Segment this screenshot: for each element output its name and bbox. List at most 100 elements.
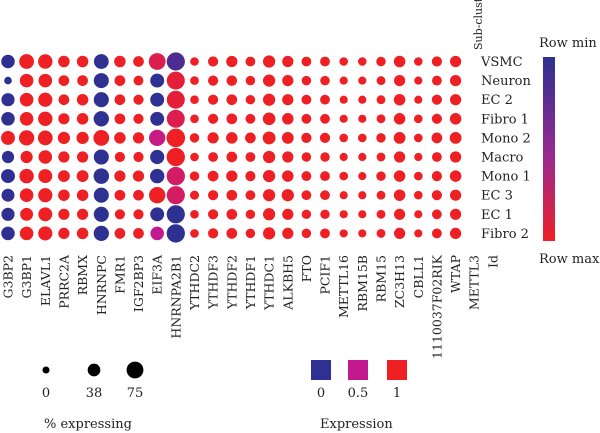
dot-wtap-ec-3 xyxy=(450,189,462,201)
dot-ythdf1-ec-2 xyxy=(245,94,256,105)
size-legend: % expressing 0 38 75 xyxy=(42,361,144,432)
dot-mettl16-fibro-2 xyxy=(339,229,348,238)
dot-g3bp1-mono-1 xyxy=(19,168,34,184)
dot-fmr1-ec-3 xyxy=(114,189,126,201)
dot-cbll1-macro xyxy=(414,152,423,162)
dot-g3bp2-macro xyxy=(1,150,15,164)
dot-zc3h13-mono-2 xyxy=(393,132,406,144)
dot-ythdf1-vsmc xyxy=(245,56,256,67)
dot-zc3h13-fibro-2 xyxy=(394,227,406,239)
color-legend-label-0.5: 0.5 xyxy=(348,386,369,401)
dot-elavl1-fibro-1 xyxy=(38,111,53,127)
dot-igf2bp3-macro xyxy=(133,151,144,163)
dot-rbm15b-fibro-1 xyxy=(358,114,367,123)
dot-g3bp2-fibro-1 xyxy=(1,112,15,126)
dot-elavl1-mono-2 xyxy=(37,130,53,146)
dot-rbmx-vsmc xyxy=(76,55,89,68)
dot-cbll1-fibro-1 xyxy=(413,114,423,124)
dot-rbm15-mono-1 xyxy=(376,171,386,181)
dot-mettl16-ec-2 xyxy=(339,95,348,104)
dot-hnrnpc-ec-1 xyxy=(93,206,109,222)
dot-eif3a-ec-2 xyxy=(150,92,165,107)
dot-g3bp1-fibro-2 xyxy=(19,226,34,241)
color-legend: Expression 0 0.5 1 xyxy=(311,360,407,432)
color-legend-swatch-0 xyxy=(311,360,331,380)
dot-prrc2a-mono-2 xyxy=(57,131,71,145)
dot-alkbh5-ec-2 xyxy=(282,94,294,106)
gene-label-rbmx: RBMX xyxy=(75,255,90,295)
dot-ythdf3-mono-2 xyxy=(207,132,219,144)
dot-wtap-neuron xyxy=(450,75,462,87)
dot-ythdc2-ec-2 xyxy=(190,95,199,105)
dot-pcif1-mono-1 xyxy=(320,171,330,182)
dot-mettl16-ec-3 xyxy=(339,191,348,200)
dot-1110037f02rik-macro xyxy=(431,152,442,162)
gene-label-zc3h13: ZC3H13 xyxy=(392,255,407,308)
dot-ythdf1-ec-1 xyxy=(245,209,256,220)
dot-ythdf3-fibro-2 xyxy=(208,228,219,239)
dot-prrc2a-fibro-2 xyxy=(58,227,70,239)
dot-mettl16-mono-2 xyxy=(339,133,349,143)
dot-cbll1-ec-3 xyxy=(413,190,423,200)
gene-label-prrc2a: PRRC2A xyxy=(56,254,71,309)
dot-fto-mono-2 xyxy=(301,132,312,143)
dot-ythdc1-vsmc xyxy=(262,55,276,68)
gene-label-id: Id xyxy=(485,255,500,268)
dot-rbm15-mono-2 xyxy=(376,133,386,143)
dot-prrc2a-ec-2 xyxy=(58,94,70,106)
colorbar: Row min Row max xyxy=(539,36,600,267)
dot-ythdf3-fibro-1 xyxy=(208,113,219,124)
gene-label-fto: FTO xyxy=(299,255,314,282)
dot-rbm15-macro xyxy=(376,152,386,162)
cluster-label-neuron: Neuron xyxy=(481,74,531,89)
gene-label-1110037f02rik: 1110037F02RIK xyxy=(429,254,444,359)
dot-eif3a-mono-1 xyxy=(150,168,165,184)
gene-labels: G3BP2 G3BP1 ELAVL1 PRRC2A RBMX HNRNPC FMR1 IGF2… xyxy=(1,254,501,359)
dot-1110037f02rik-ec-2 xyxy=(431,94,442,105)
dot-1110037f02rik-mono-2 xyxy=(431,132,443,144)
dot-fto-ec-2 xyxy=(301,94,312,105)
dot-fmr1-neuron xyxy=(114,75,126,86)
dot-rbm15-ec-2 xyxy=(376,95,386,105)
dot-elavl1-macro xyxy=(38,150,53,164)
gene-label-mettl16: METTL16 xyxy=(336,255,351,318)
dot-elavl1-ec-2 xyxy=(38,92,53,107)
dot-fto-ec-3 xyxy=(301,190,312,201)
dot-wtap-fibro-2 xyxy=(450,227,462,239)
dot-zc3h13-ec-1 xyxy=(394,208,406,220)
dot-ythdf3-mono-1 xyxy=(207,170,219,182)
gene-label-elavl1: ELAVL1 xyxy=(38,255,53,306)
dot-prrc2a-vsmc xyxy=(58,55,70,68)
dot-prrc2a-mono-1 xyxy=(58,170,70,183)
dot-hnrnpc-ec-3 xyxy=(93,187,109,203)
colorbar-min-label: Row min xyxy=(539,36,597,51)
dot-ythdc2-mono-1 xyxy=(189,171,200,181)
dot-g3bp1-ec-3 xyxy=(19,188,34,202)
dot-wtap-fibro-1 xyxy=(449,113,462,125)
dot-ythdc1-ec-1 xyxy=(262,208,276,221)
dot-g3bp2-vsmc xyxy=(1,54,15,69)
dot-ythdf2-fibro-2 xyxy=(226,228,238,239)
gene-label-cbll1: CBLL1 xyxy=(411,255,426,298)
size-legend-title: % expressing xyxy=(44,417,132,432)
dot-hnrnpa2b1-ec-2 xyxy=(166,90,185,109)
dot-wtap-macro xyxy=(450,151,462,163)
dot-igf2bp3-neuron xyxy=(133,75,144,86)
dot-rbmx-fibro-2 xyxy=(76,227,89,240)
gene-label-ythdc2: YTHDC2 xyxy=(187,255,202,311)
dot-pcif1-ec-2 xyxy=(320,94,330,105)
cluster-labels: VSMC Neuron EC 2 Fibro 1 Mono 2 Macro Mono 1 EC… xyxy=(480,55,531,242)
dot-hnrnpa2b1-mono-1 xyxy=(166,166,185,186)
dot-rbmx-neuron xyxy=(77,75,88,86)
dot-g3bp2-neuron xyxy=(4,76,12,85)
dot-elavl1-ec-1 xyxy=(38,207,53,222)
gene-label-rbm15b: RBM15B xyxy=(355,255,370,312)
dot-rbm15-fibro-2 xyxy=(376,228,386,238)
dot-hnrnpc-macro xyxy=(93,149,109,165)
gene-label-rbm15: RBM15 xyxy=(374,255,389,302)
dot-zc3h13-neuron xyxy=(394,75,406,87)
gene-label-wtap: WTAP xyxy=(448,255,463,293)
dot-rbm15b-ec-1 xyxy=(358,210,367,219)
dot-g3bp1-fibro-1 xyxy=(19,112,34,126)
colorbar-max-label: Row max xyxy=(539,252,600,267)
